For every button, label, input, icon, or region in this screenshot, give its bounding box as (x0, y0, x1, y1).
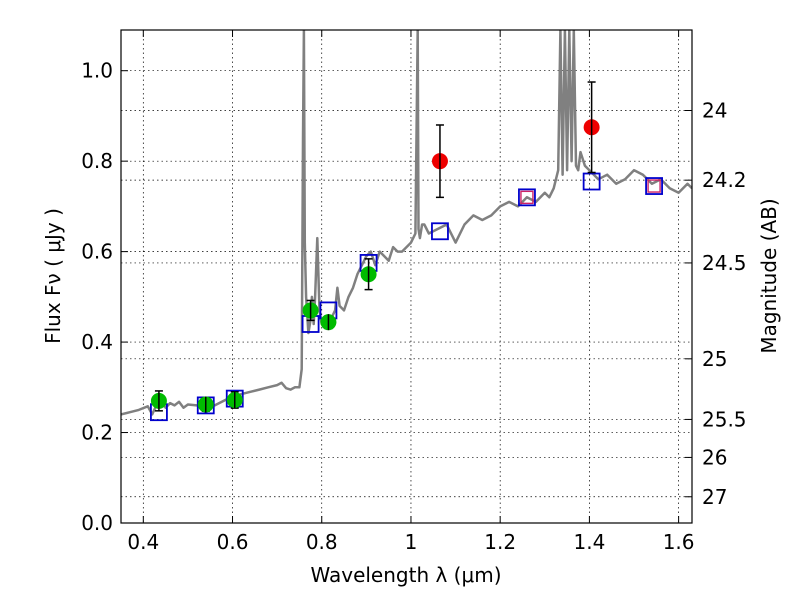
x-tick-label: 1.4 (573, 530, 605, 554)
mag-tick-label: 24.2 (702, 168, 747, 192)
x-tick-label: 0.6 (217, 530, 249, 554)
model-photometry-square (582, 172, 601, 191)
model-photometry-square (431, 222, 449, 241)
x-tick-label: 0.8 (306, 530, 338, 554)
marker-layer (150, 81, 663, 422)
x-tick-label: 0.4 (127, 530, 159, 554)
mag-tick-label: 25 (702, 347, 727, 371)
upper-limit-square (520, 190, 534, 205)
y-axis-right-title: Magnitude (AB) (757, 198, 781, 353)
y-tick-label: 0.6 (81, 240, 113, 264)
mag-tick-label: 27 (702, 485, 727, 509)
x-tick-label: 1 (405, 530, 418, 554)
y-tick-label: 0.4 (81, 330, 113, 354)
tick-layer: 0.4 0.6 0.8 1 1.2 1.4 1.6 0.0 0.2 0.4 0.6 0.8 1.0 24 2… (81, 30, 747, 554)
x-tick-label: 1.2 (484, 530, 516, 554)
y-tick-label: 0.2 (81, 421, 113, 445)
mag-tick-label: 24 (702, 99, 727, 123)
model-photometry-square (645, 177, 663, 195)
x-axis-title: Wavelength λ (μm) (310, 563, 501, 587)
upper-limit-square (647, 179, 661, 193)
y-tick-label: 0.0 (81, 511, 113, 535)
mag-tick-label: 24.5 (702, 251, 747, 275)
y-tick-label: 0.8 (81, 149, 113, 173)
y-tick-label: 1.0 (81, 59, 113, 83)
spectrum-layer (121, 30, 692, 416)
mag-tick-label: 25.5 (702, 407, 747, 431)
grid-lines (121, 30, 692, 524)
spectrum-line (121, 30, 692, 416)
mag-tick-label: 26 (702, 445, 727, 469)
y-axis-title: Flux Fν ( μJy ) (41, 208, 65, 344)
x-tick-label: 1.6 (663, 530, 695, 554)
model-photometry-square (518, 188, 536, 207)
plot-frame (120, 29, 693, 524)
